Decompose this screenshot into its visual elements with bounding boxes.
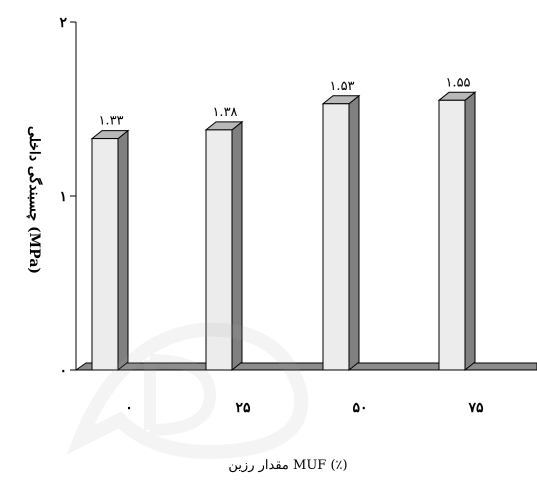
bar xyxy=(204,120,244,372)
bar xyxy=(90,129,130,372)
x-axis-title: مقدار رزین MUF (٪) xyxy=(228,458,347,473)
y-tick-label: ۱ xyxy=(59,189,67,205)
x-tick-label: ۰ xyxy=(125,400,133,416)
chart-floor xyxy=(74,362,537,371)
bar-front xyxy=(205,129,233,371)
bar-front xyxy=(322,103,350,371)
x-tick-label: ۵۰ xyxy=(352,400,367,416)
data-label: ۱.۳۸ xyxy=(212,105,237,120)
chart-floor-surface xyxy=(74,362,537,371)
bar-side xyxy=(117,129,129,372)
y-tick-label: ۲ xyxy=(59,15,67,31)
x-tick-label: ۷۵ xyxy=(467,400,484,416)
x-tick-label: ۲۵ xyxy=(235,400,251,416)
bar-side xyxy=(348,94,360,372)
y-tick-label: ۰ xyxy=(59,363,67,379)
bar-front xyxy=(438,99,466,371)
bar xyxy=(437,91,477,372)
y-axis-title: چسبندگی داخلی (MPa) xyxy=(26,126,43,274)
bar xyxy=(321,94,361,372)
data-label: ۱.۵۳ xyxy=(329,79,354,94)
data-labels: ۱.۳۳ ۱.۳۸ ۱.۵۳ ۱.۵۵ xyxy=(98,75,470,128)
bar-front xyxy=(91,138,119,371)
bars xyxy=(90,91,477,372)
data-label: ۱.۵۵ xyxy=(445,75,470,90)
bar-side xyxy=(464,91,476,372)
data-label: ۱.۳۳ xyxy=(98,114,123,129)
x-axis-ticks: ۰ ۲۵ ۵۰ ۷۵ xyxy=(125,400,484,416)
y-axis: ۰ ۱ ۲ xyxy=(59,15,77,379)
bar-side xyxy=(231,120,243,372)
